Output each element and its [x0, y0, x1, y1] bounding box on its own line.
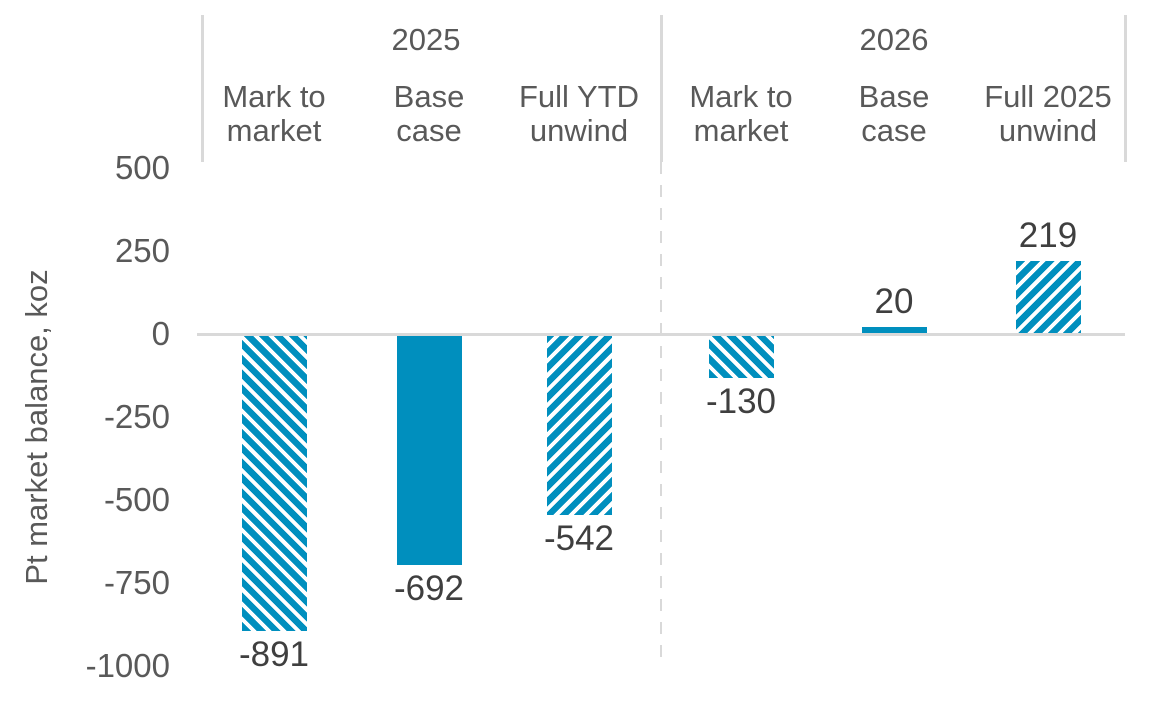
category-label-line: unwind [529, 113, 629, 148]
category-label-base-case: Base case [344, 80, 514, 148]
value-label: -130 [705, 382, 777, 421]
group-year-label: 2026 [859, 22, 929, 57]
y-tick-label: -1000 [85, 647, 170, 684]
category-label-line: unwind [998, 113, 1098, 148]
category-label-full-2025-unwind: Full 2025 unwind [963, 80, 1133, 148]
header-divider-middle [660, 15, 663, 162]
category-label-line: Full YTD [518, 79, 639, 114]
bar-2025-mark-to-market [241, 334, 307, 631]
category-label-line: Mark to [222, 79, 326, 114]
category-label-line: Base [393, 79, 465, 114]
y-tick-label: 500 [114, 149, 170, 186]
header-divider-right [1124, 15, 1127, 162]
zero-baseline [197, 333, 1125, 336]
category-label-base-case: Base case [809, 80, 979, 148]
category-label-line: case [396, 113, 462, 148]
bar-2026-base-case [861, 327, 927, 335]
bar-2025-base-case [396, 334, 462, 565]
category-label-line: case [861, 113, 927, 148]
bar-2026-full-2025-unwind [1015, 261, 1081, 335]
value-label: -891 [238, 635, 310, 674]
category-label-line: Base [858, 79, 930, 114]
group-year-label: 2025 [391, 22, 461, 57]
category-label-line: Full 2025 [984, 79, 1112, 114]
value-label: -692 [393, 569, 465, 608]
bar-2025-full-ytd-unwind [546, 334, 612, 515]
header-divider-left [201, 15, 204, 162]
value-label: 219 [1018, 216, 1078, 255]
y-tick-label: -500 [103, 481, 170, 518]
value-label: -542 [543, 519, 615, 558]
group-divider-dashed-line [660, 162, 662, 665]
bar-2026-mark-to-market [708, 334, 774, 378]
category-label-line: Mark to [689, 79, 793, 114]
category-label-mark-to-market: Mark to market [656, 80, 826, 148]
category-label-full-ytd-unwind: Full YTD unwind [494, 80, 664, 148]
category-label-line: market [693, 113, 789, 148]
category-label-mark-to-market: Mark to market [189, 80, 359, 148]
y-tick-label: 0 [151, 315, 170, 352]
y-tick-label: 250 [114, 232, 170, 269]
category-label-line: market [226, 113, 322, 148]
y-tick-label: -250 [103, 398, 170, 435]
y-tick-label: -750 [103, 564, 170, 601]
value-label: 20 [874, 282, 914, 321]
